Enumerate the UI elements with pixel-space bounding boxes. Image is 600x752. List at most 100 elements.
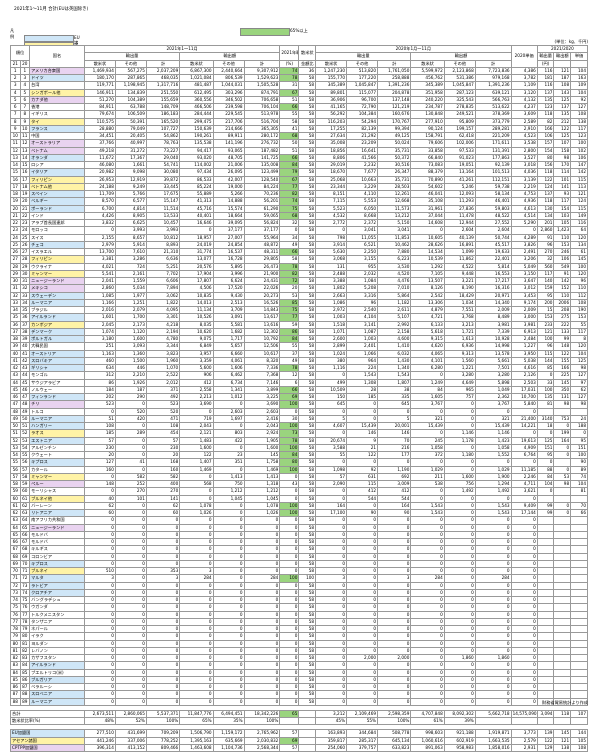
change-2021-2020: 0 (553, 443, 572, 453)
val-2021: 0 (212, 443, 245, 453)
val-2021: 135,538 (179, 139, 214, 148)
change-2021-2020 (536, 690, 555, 699)
ratio-2021: 77 (279, 182, 300, 192)
ratio-2021: 0 (279, 610, 300, 619)
qty-2020: 380 (315, 356, 348, 366)
qty-2020: 5 (315, 414, 348, 424)
val-2020: 0 (410, 639, 445, 648)
qty-2020: 0 (346, 617, 379, 627)
ratio-2021: 0 (279, 566, 300, 576)
val-2020: 0 (443, 530, 476, 540)
qty-2020: 0 (315, 603, 348, 612)
qty-2020: 2,540 (346, 305, 379, 315)
qty-2020: 1,410 (377, 342, 412, 351)
price-2020: 4,616 (510, 363, 538, 373)
qty-2020: 0 (315, 632, 348, 641)
table-row: 7 8 イギリス 79,674 106,509 186,183 284,444 229,545… (10, 110, 588, 119)
bulk-ratio: 58 (298, 617, 317, 627)
val-2020: 61% (410, 716, 445, 726)
change-2021-2020: 53 (553, 472, 572, 482)
qty-2021: 86 (83, 378, 116, 387)
rank-2020: 50 (19, 414, 31, 424)
ratio-2021: 0 (279, 588, 300, 598)
change-2021-2020 (536, 646, 555, 656)
change-2021-2020: 125 (570, 356, 588, 366)
ratio-2021: 58 (279, 117, 300, 126)
country-name: ドイツ (29, 73, 85, 83)
table-row: 26 27 イスラエル 13,700 7,610 21,310 31,774 16,537 48… (10, 247, 588, 257)
qty-2021: 4,218 (145, 320, 181, 329)
val-2021: 2,121 (179, 429, 214, 438)
bulk-ratio: 58 (298, 233, 317, 242)
rank-2021: 42 (10, 363, 21, 373)
val-2021: 3,996 (212, 269, 245, 279)
qty-2020: 21,292 (346, 131, 379, 141)
qty-2021: 17,675 (145, 189, 181, 199)
rank-2021: 31 (10, 284, 21, 293)
ratio-2021: 12 (279, 371, 300, 380)
qty-2020: 41,566 (346, 153, 379, 163)
qty-2020: 1,807 (377, 378, 412, 387)
change-2021-2020: 115 (570, 175, 588, 184)
val-2020: 0 (410, 682, 445, 692)
qty-2021: 39,872 (145, 175, 181, 184)
qty-2021: 37,766 (83, 139, 116, 148)
qty-2021: 0 (83, 523, 116, 532)
val-2020: 639,121 (474, 88, 512, 97)
qty-2021: 0 (114, 421, 147, 431)
change-2021-2020: 118 (536, 168, 555, 177)
qty-2021: 78,763 (145, 139, 181, 148)
country-name: クウェート (29, 450, 85, 460)
val-2021: 0 (212, 632, 245, 641)
change-2021-2020 (553, 610, 572, 619)
th-exp-val-2020: 輸出額 (410, 52, 512, 61)
table-row: 85 86 ブルガリア 0 0 0 0 0 0 0 58 0 0 0 0 0 0 0 (10, 675, 588, 685)
val-2020: 351,958 (410, 88, 445, 97)
val-2020: 513,622 (474, 102, 512, 112)
val-2021: 18,664 (212, 211, 245, 221)
val-2020: 37,044 (410, 211, 445, 221)
val-2020: 158,791 (410, 131, 445, 141)
val-2021: 12,506 (243, 342, 281, 351)
val-2020: 15,439 (410, 421, 445, 431)
change-2021-2020 (570, 545, 588, 554)
rank-2020: 89 (19, 697, 31, 706)
val-2021: 284 (243, 574, 281, 583)
qty-2020: 0 (346, 516, 379, 525)
rank-2021: 57 (10, 472, 21, 482)
qty-2021: 0 (114, 574, 147, 583)
val-2021: 5,895 (212, 262, 245, 271)
qty-2020: 2,611 (377, 305, 412, 315)
qty-2021: 0 (114, 595, 147, 605)
val-2021: 0 (243, 603, 281, 612)
bulk-ratio: 58 (298, 131, 317, 141)
qty-2021: 1,700 (114, 313, 147, 322)
qty-2020: 99,394 (377, 124, 412, 134)
rank-2021: 63 (10, 516, 21, 525)
qty-2020: 7,677 (346, 168, 379, 177)
change-2021-2020: 131 (553, 392, 572, 402)
qty-2021: 0 (114, 617, 147, 627)
qty-2020: 0 (346, 675, 379, 685)
qty-2021: 2,041 (83, 276, 116, 286)
val-2021: 97,434 (179, 168, 214, 177)
bulk-ratio: 58 (298, 537, 317, 547)
qty-2021: 3,823 (145, 349, 181, 358)
rank-2021: 84 (10, 668, 21, 677)
qty-2021: 8,905 (114, 211, 147, 221)
val-2021: 284,444 (179, 110, 214, 119)
country-name: ヨルダン (29, 639, 85, 648)
val-2020: 456,762 (410, 73, 445, 83)
val-2021: 10,792 (243, 334, 281, 344)
qty-2021: 454 (145, 429, 181, 438)
val-2021: 0 (212, 690, 245, 699)
country-name: 大韓民国 (29, 342, 85, 351)
val-2020: 3,767 (474, 400, 512, 409)
country-name: ベトナム (29, 146, 85, 155)
val-2020: 14,998 (474, 342, 512, 351)
country-name: ブルガリア (29, 675, 85, 685)
change-2021-2020 (553, 716, 572, 726)
val-2020: 1,858,016 (474, 743, 512, 752)
rank-2020: 71 (19, 566, 31, 576)
country-name: スウェーデン (29, 291, 85, 300)
